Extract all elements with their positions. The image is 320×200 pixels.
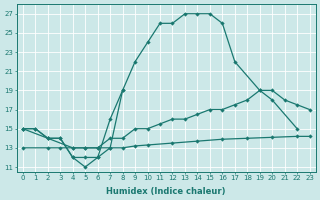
X-axis label: Humidex (Indice chaleur): Humidex (Indice chaleur)	[107, 187, 226, 196]
